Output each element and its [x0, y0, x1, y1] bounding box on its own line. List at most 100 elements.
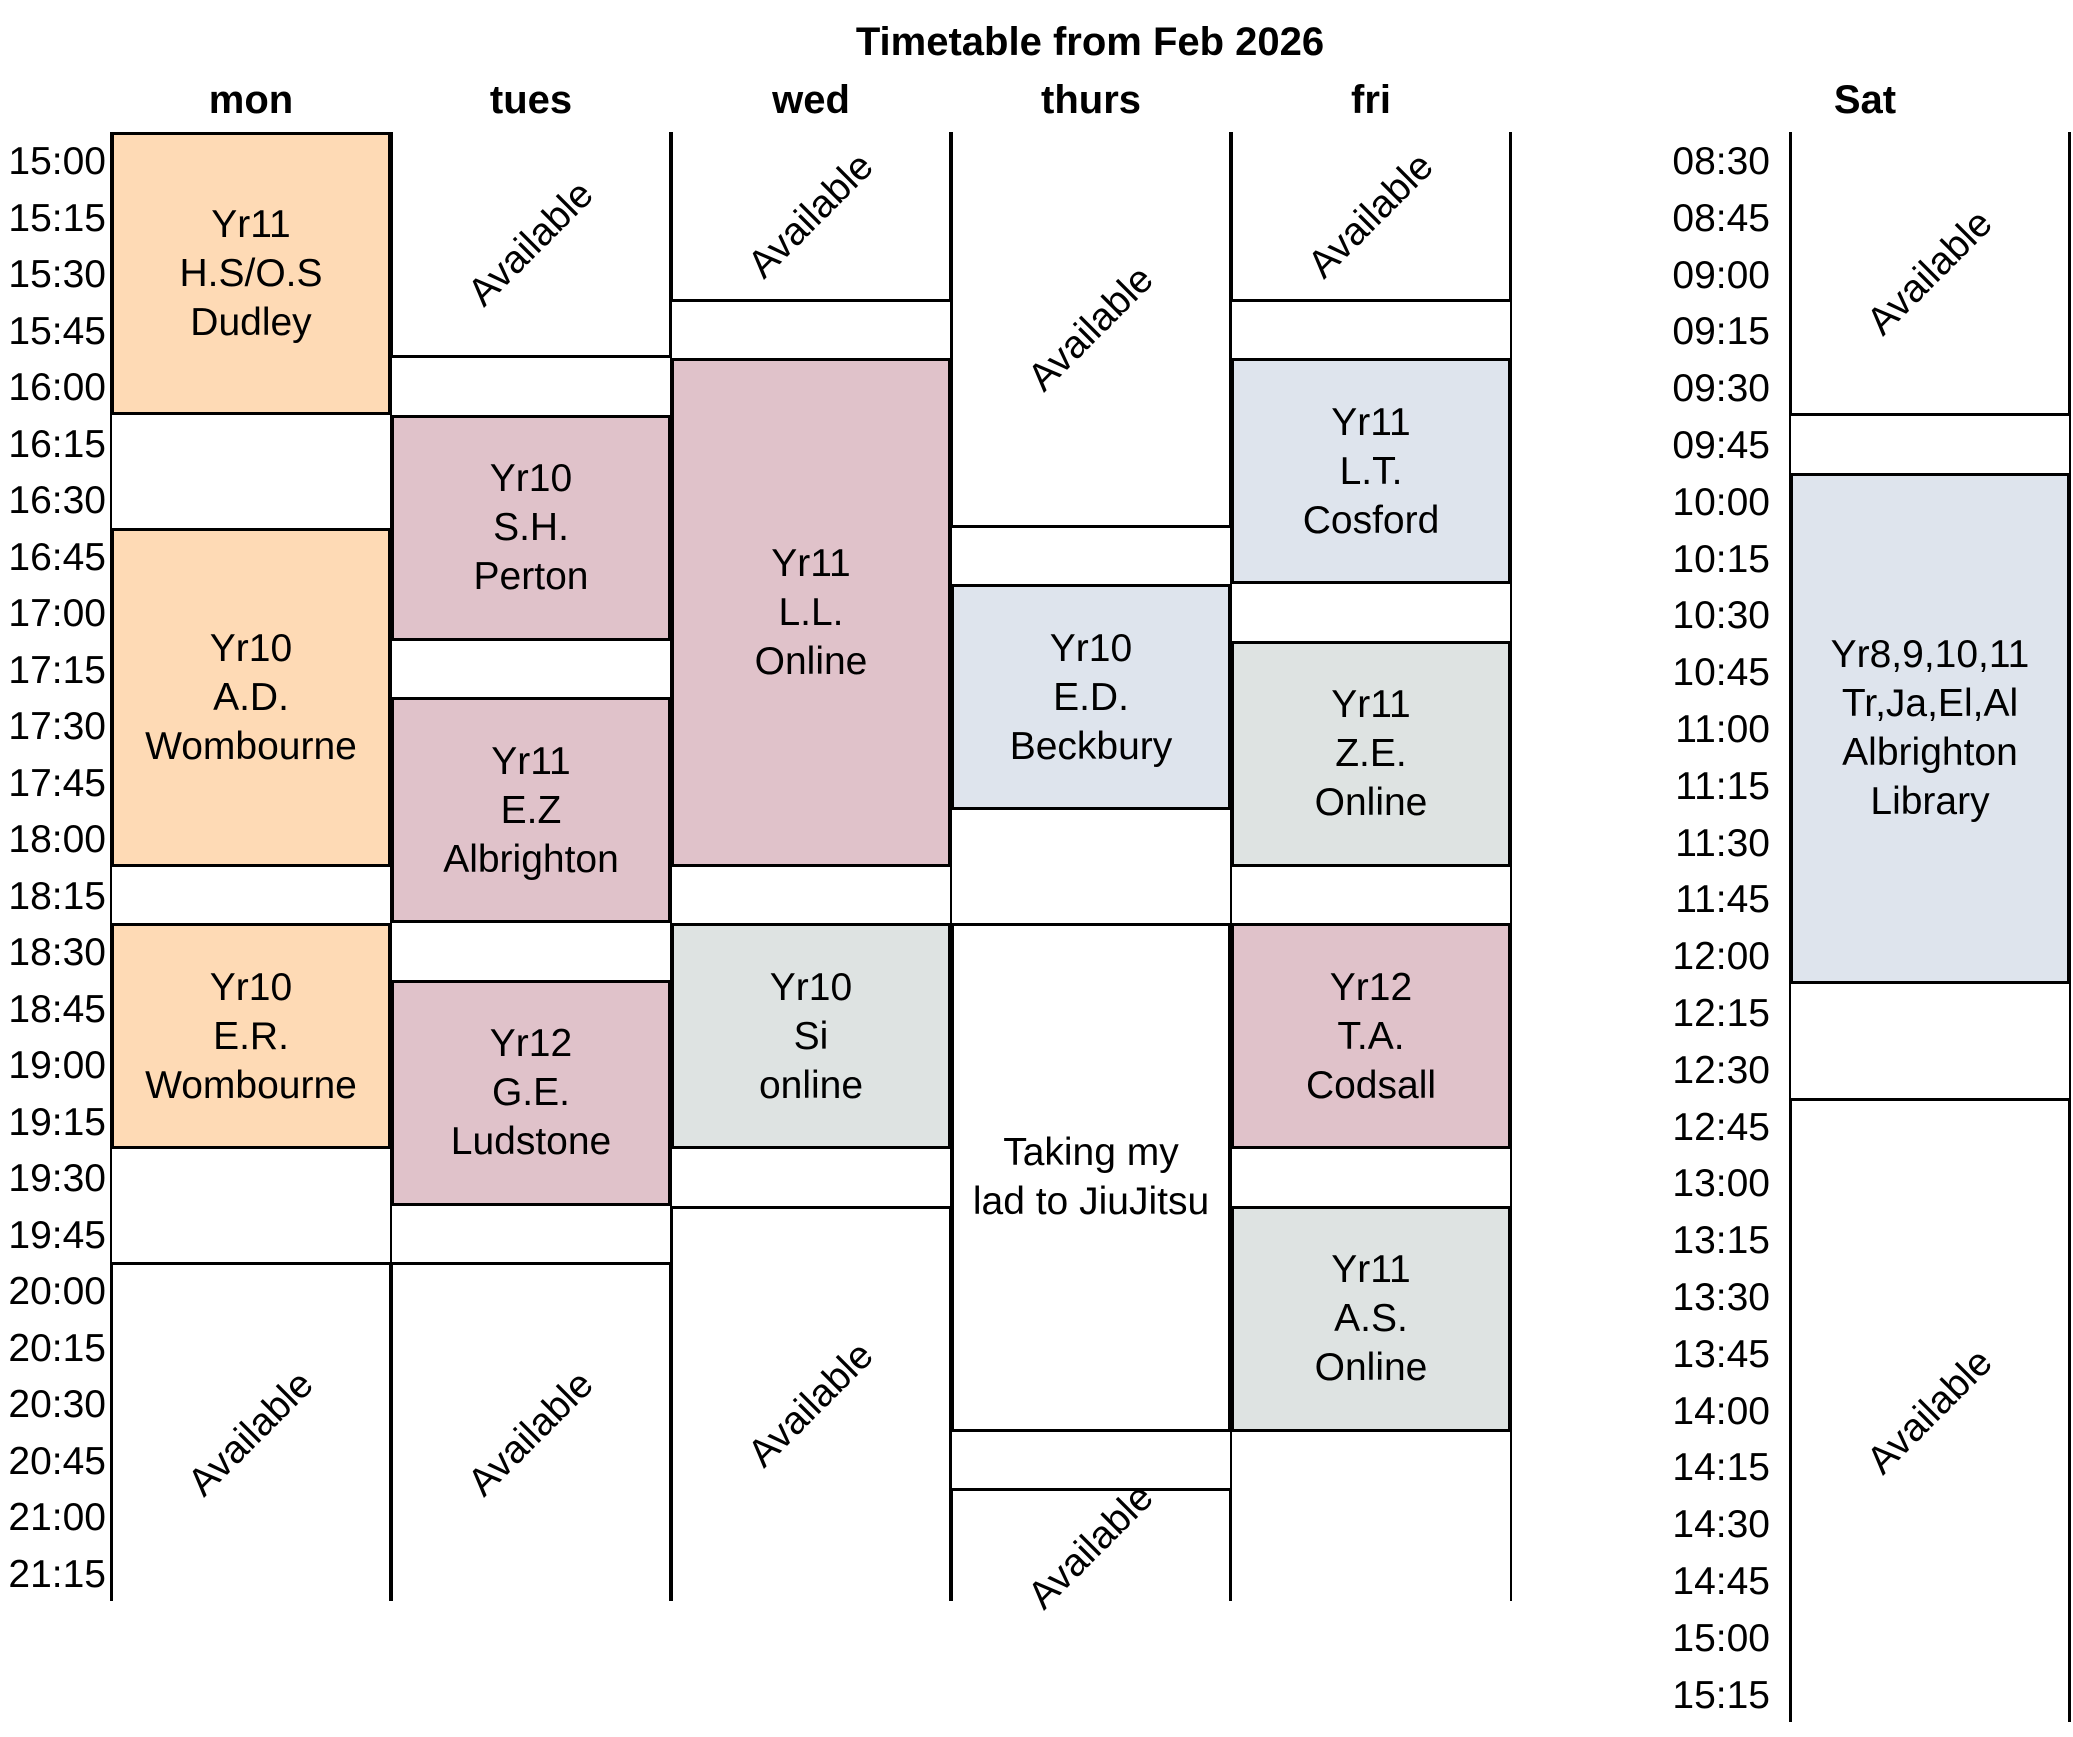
available-slot[interactable]: Available [1790, 132, 2070, 416]
available-slot[interactable]: Available [671, 1205, 951, 1601]
block-text: Yr10 S.H. Perton [473, 457, 589, 598]
block-text: Yr11 H.S/O.S Dudley [179, 202, 323, 344]
day-header-sat: Sat [1833, 78, 1897, 122]
sat-time-label: 10:30 [1672, 594, 1770, 638]
sat-time-label: 09:30 [1672, 367, 1770, 411]
sat-time-label: 10:00 [1672, 480, 1770, 524]
available-slot[interactable]: Available [1790, 1097, 2070, 1723]
block-text: Yr10 E.D. Beckbury [1009, 626, 1173, 768]
block-text: Yr12 T.A. Codsall [1305, 965, 1437, 1107]
available-slot[interactable]: Available [951, 132, 1231, 528]
block-text: Available [460, 1362, 602, 1504]
day-header-thurs: thurs [1041, 78, 1141, 122]
sat-time-label: 13:00 [1672, 1162, 1770, 1206]
time-label: 21:00 [8, 1496, 106, 1539]
block-text: Yr12 G.E. Ludstone [450, 1022, 612, 1163]
lesson-block[interactable]: Yr12 T.A. Codsall [1231, 923, 1511, 1149]
time-label: 15:30 [8, 253, 106, 296]
available-slot[interactable]: Available [391, 132, 671, 358]
time-label: 18:15 [8, 874, 106, 918]
sat-time-label: 14:15 [1672, 1446, 1770, 1490]
lesson-block[interactable]: Yr10 S.H. Perton [391, 414, 671, 641]
sat-time-label: 13:15 [1672, 1219, 1770, 1263]
time-label: 19:15 [8, 1100, 106, 1144]
block-text: Available [1300, 144, 1442, 287]
time-label: 20:15 [8, 1326, 106, 1370]
sat-time-label: 09:00 [1672, 253, 1770, 297]
time-label: 16:30 [8, 479, 106, 522]
sat-time-label: 15:15 [1672, 1673, 1770, 1717]
time-label: 19:00 [8, 1044, 106, 1087]
available-slot[interactable]: Available [1231, 132, 1511, 302]
day-header-tues: tues [489, 78, 573, 122]
sat-time-label: 15:00 [1672, 1616, 1770, 1660]
block-text: Available [740, 144, 882, 287]
time-label: 17:15 [8, 648, 106, 692]
time-label: 17:30 [8, 705, 106, 748]
block-text: Available [460, 172, 602, 315]
available-slot[interactable]: Available [111, 1262, 391, 1601]
sat-time-label: 09:45 [1672, 424, 1770, 467]
lesson-block[interactable]: Yr11 L.T. Cosford [1231, 358, 1511, 584]
block-text: Yr11 L.T. Cosford [1302, 400, 1440, 542]
day-header-fri: fri [1351, 78, 1391, 122]
column-divider [1510, 132, 1512, 1601]
available-slot[interactable]: Available [951, 1475, 1231, 1617]
sat-time-label: 12:45 [1672, 1105, 1770, 1149]
time-label: 20:00 [8, 1270, 106, 1313]
sat-time-label: 11:00 [1675, 708, 1770, 751]
sat-time-label: 14:45 [1672, 1560, 1770, 1603]
sat-time-label: 14:30 [1672, 1503, 1770, 1547]
block-text: Yr10 Si online [758, 965, 864, 1107]
sat-time-label: 14:00 [1672, 1389, 1770, 1433]
column-divider [670, 132, 672, 1601]
block-text: Available [1020, 1475, 1162, 1617]
time-label: 18:45 [8, 987, 106, 1031]
time-label: 17:45 [8, 761, 106, 805]
block-text: Available [1859, 1340, 2001, 1483]
block-text: Available [1859, 201, 2001, 344]
time-label: 19:45 [8, 1213, 106, 1257]
page-title: Timetable from Feb 2026 [855, 20, 1325, 64]
lesson-block[interactable]: Yr11 Z.E. Online [1231, 640, 1511, 867]
time-label: 16:45 [8, 535, 106, 579]
lesson-block[interactable]: Yr11 H.S/O.S Dudley [111, 132, 391, 415]
block-text: Available [1020, 257, 1162, 400]
sat-time-label: 11:15 [1675, 764, 1770, 808]
block-text: Available [740, 1333, 882, 1476]
day-header-wed: wed [772, 78, 850, 122]
time-label: 20:30 [8, 1383, 106, 1426]
time-label: 20:45 [8, 1439, 106, 1483]
sat-time-label: 12:15 [1672, 992, 1770, 1035]
time-label: 17:00 [8, 592, 106, 635]
sat-time-label: 08:45 [1672, 196, 1770, 240]
lesson-block[interactable]: Yr10 E.D. Beckbury [951, 584, 1231, 810]
sat-time-label: 12:00 [1672, 935, 1770, 979]
sat-time-label: 09:15 [1672, 310, 1770, 354]
sat-time-label: 08:30 [1672, 140, 1770, 183]
day-header-mon: mon [208, 78, 294, 122]
sat-time-label: 10:15 [1672, 537, 1770, 581]
available-slot[interactable]: Available [391, 1262, 671, 1601]
block-text: Yr11 E.Z Albrighton [443, 739, 619, 881]
sat-time-label: 10:45 [1672, 651, 1770, 695]
block-text: Yr11 Z.E. Online [1314, 683, 1428, 824]
lesson-block[interactable]: Yr11 E.Z Albrighton [391, 697, 671, 923]
block-text: Yr11 A.S. Online [1314, 1248, 1428, 1389]
sat-time-label: 12:30 [1672, 1048, 1770, 1092]
lesson-block[interactable]: Yr10 E.R. Wombourne [111, 923, 391, 1149]
lesson-block[interactable]: Yr8,9,10,11 Tr,Ja,El,Al Albrighton Libra… [1790, 472, 2070, 984]
time-label: 15:15 [8, 196, 106, 240]
lesson-block[interactable]: Yr11 A.S. Online [1231, 1205, 1511, 1432]
time-label: 18:30 [8, 931, 106, 974]
available-slot[interactable]: Available [671, 132, 951, 302]
lesson-block[interactable]: Taking my lad to JiuJitsu [951, 923, 1231, 1432]
lesson-block[interactable]: Yr10 Si online [671, 923, 951, 1149]
lesson-block[interactable]: Yr11 L.L. Online [671, 358, 951, 867]
column-divider [1230, 132, 1232, 1601]
time-label: 15:00 [8, 140, 106, 183]
lesson-block[interactable]: Yr12 G.E. Ludstone [391, 979, 671, 1206]
block-text: Yr10 A.D. Wombourne [145, 626, 357, 768]
lesson-block[interactable]: Yr10 A.D. Wombourne [111, 527, 391, 867]
column-divider [950, 132, 952, 1601]
